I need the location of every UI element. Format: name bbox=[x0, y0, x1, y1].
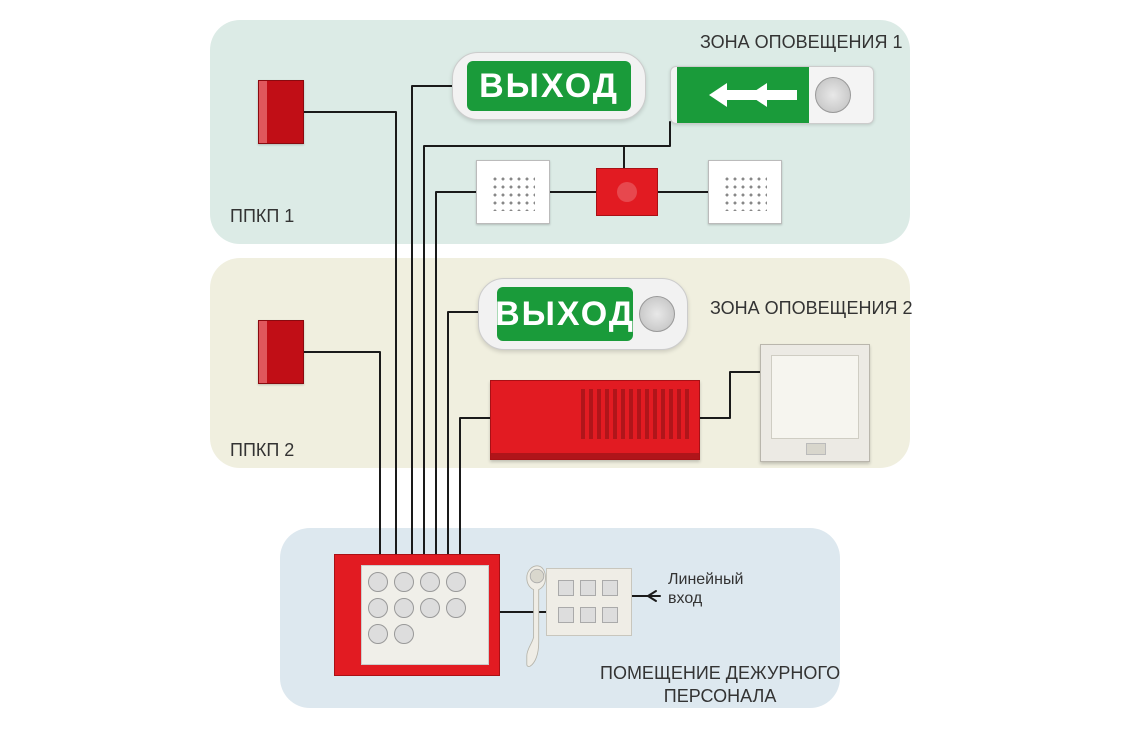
microphone-handset-icon bbox=[520, 556, 554, 676]
device-microphone-station bbox=[0, 0, 1130, 730]
diagram-stage: ЗОНА ОПОВЕЩЕНИЯ 1 ЗОНА ОПОВЕЩЕНИЯ 2 ПОМЕ… bbox=[0, 0, 1130, 730]
